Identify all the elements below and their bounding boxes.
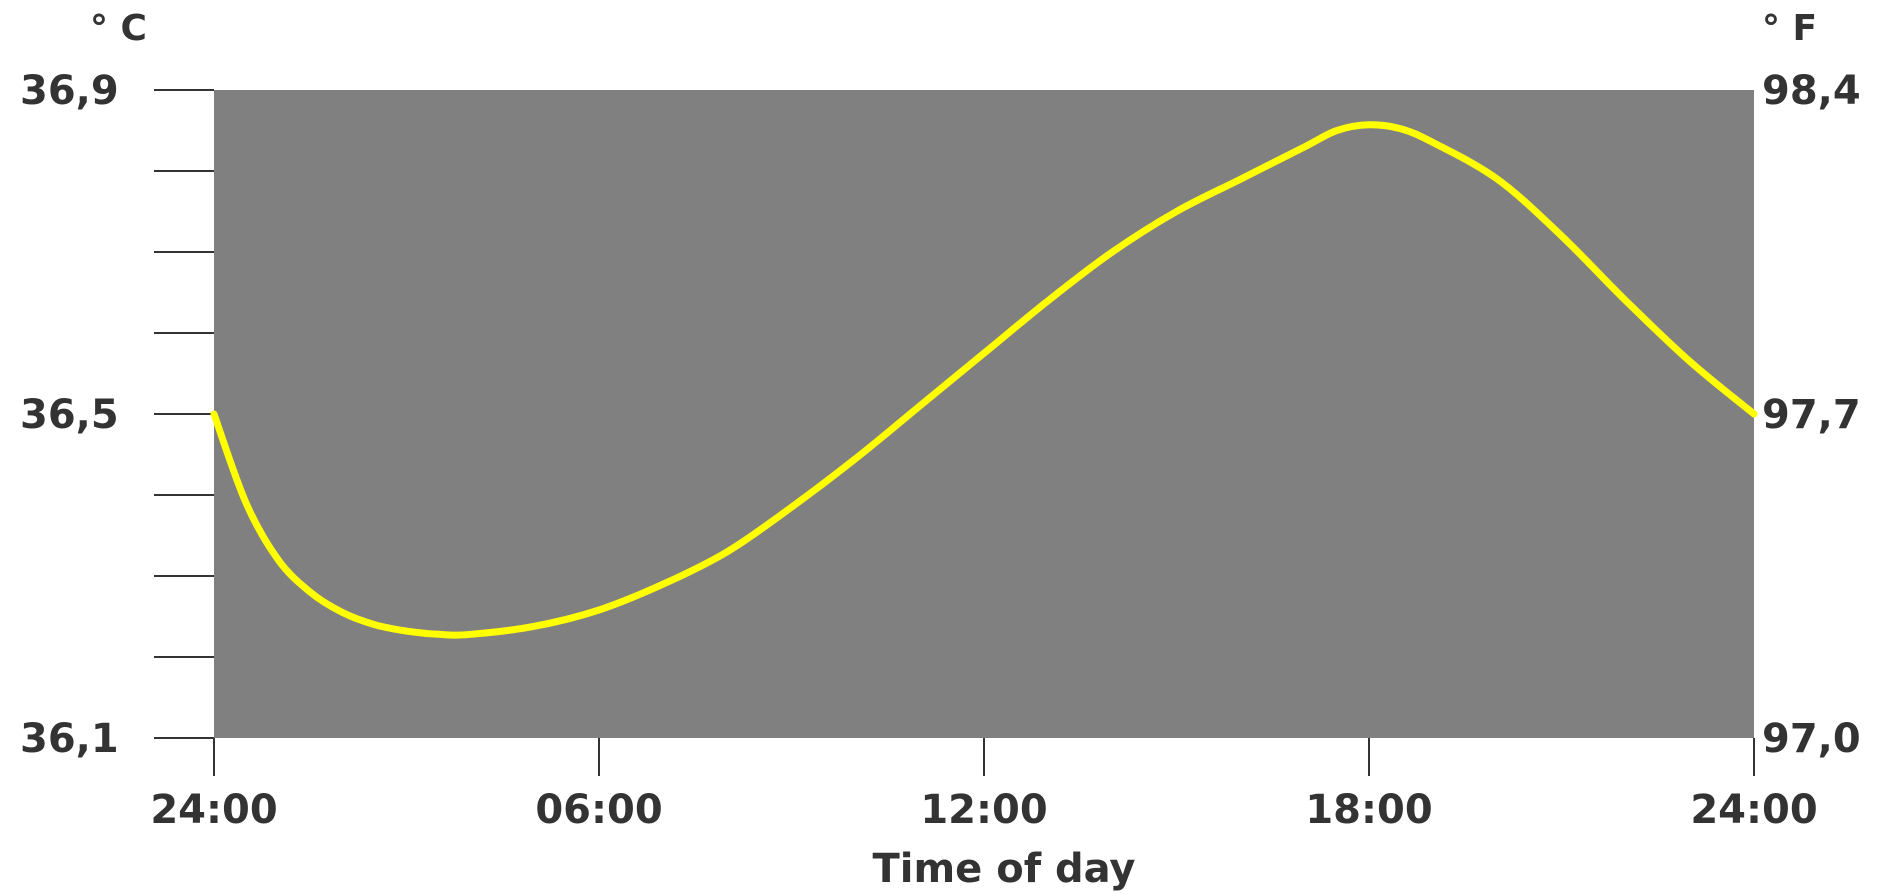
- y-axis-label-right: ° F: [1762, 8, 1817, 49]
- x-tick-label: 12:00: [920, 787, 1047, 833]
- y-tick-label-left: 36,5: [20, 392, 119, 438]
- axes: [154, 89, 1755, 776]
- y-tick-label-right: 97,0: [1762, 716, 1861, 762]
- x-tick-label: 24:00: [1690, 787, 1817, 833]
- y-tick-label-left: 36,1: [20, 716, 119, 762]
- y-tick-label-left: 36,9: [20, 68, 119, 114]
- plot-background: [214, 90, 1754, 738]
- temperature-series-line: [210, 121, 1758, 639]
- x-tick-label: 24:00: [150, 787, 277, 833]
- x-axis-label: Time of day: [872, 846, 1135, 892]
- y-axis-label-left: ° C: [90, 8, 147, 49]
- x-tick-label: 18:00: [1305, 787, 1432, 833]
- y-tick-label-right: 97,7: [1762, 392, 1861, 438]
- y-tick-label-right: 98,4: [1762, 68, 1861, 114]
- x-tick-label: 06:00: [535, 787, 662, 833]
- labels: ° C ° F Time of day 36,1 36,5 36,9 97,0 97,7…: [20, 8, 1861, 892]
